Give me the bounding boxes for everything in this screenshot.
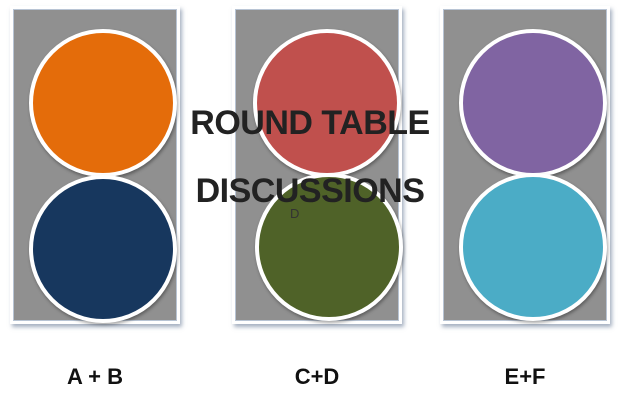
group-label-ef: E+F (504, 364, 546, 389)
circle-c (253, 29, 401, 177)
circle-e (459, 29, 607, 177)
stray-text: D (290, 206, 300, 221)
group-panel-ef (440, 6, 610, 324)
group-label-ab: A + B (66, 364, 124, 389)
circle-d (255, 173, 403, 321)
title-line-2: DISCUSSIONS (195, 172, 425, 210)
circle-b (29, 175, 177, 323)
group-panel-ab (10, 6, 180, 324)
title-line-1: ROUND TABLE (190, 104, 430, 142)
group-label-cd: C+D (294, 364, 340, 389)
group-panel-cd (232, 6, 403, 324)
circle-a (29, 29, 177, 177)
circle-f (459, 173, 607, 321)
